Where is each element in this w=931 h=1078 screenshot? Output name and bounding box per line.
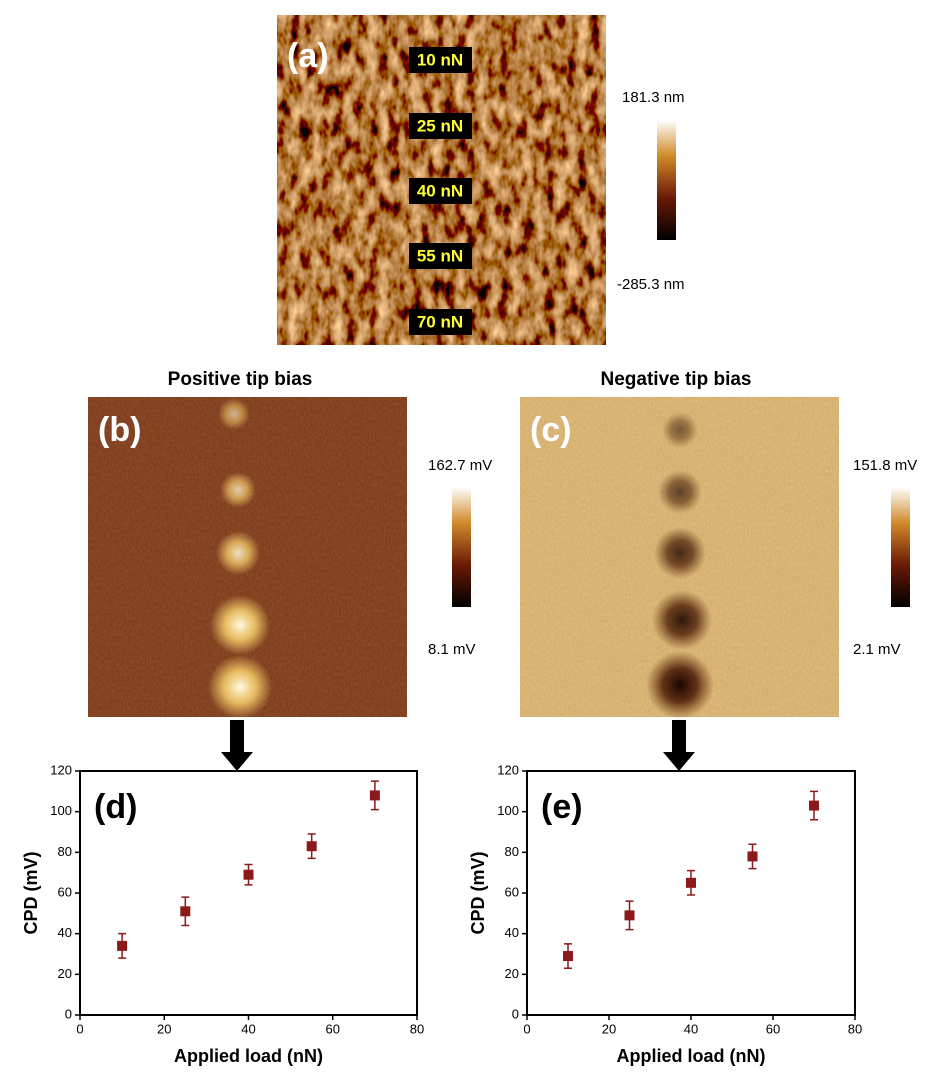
y-tick-label: 80 (58, 844, 72, 859)
colorbar (891, 487, 910, 607)
force-label: 25 nN (417, 116, 463, 135)
colorbar (452, 487, 471, 607)
scale-max: 151.8 mV (853, 457, 917, 474)
force-label-box (409, 243, 472, 269)
x-tick-label: 60 (326, 1021, 340, 1036)
x-tick-label: 0 (76, 1021, 83, 1036)
panel-label: (b) (98, 411, 141, 449)
x-axis-label: Applied load (nN) (174, 1046, 323, 1066)
force-label: 55 nN (417, 246, 463, 265)
panel-label: (c) (530, 411, 572, 449)
y-tick-label: 120 (497, 762, 519, 777)
force-label-box (409, 309, 472, 335)
panel-label: (a) (287, 37, 329, 75)
spot (652, 590, 712, 650)
scale-max: 181.3 nm (622, 89, 685, 106)
force-label: 40 nN (417, 181, 463, 200)
spot (220, 472, 256, 508)
y-tick-label: 60 (505, 884, 519, 899)
spot (210, 595, 270, 655)
force-label-box (409, 113, 472, 139)
y-tick-label: 40 (505, 925, 519, 940)
spot (654, 527, 706, 579)
scale-min: 2.1 mV (853, 641, 901, 658)
y-tick-label: 80 (505, 844, 519, 859)
arrow (663, 720, 695, 771)
spot (646, 651, 714, 719)
panel-title: Negative tip bias (601, 369, 752, 390)
colorbar (657, 120, 676, 240)
panel-label: (e) (541, 788, 583, 826)
spot (216, 531, 260, 575)
x-tick-label: 20 (602, 1021, 616, 1036)
y-axis-label: CPD (mV) (21, 851, 41, 934)
x-tick-label: 80 (848, 1021, 862, 1036)
spot (662, 412, 698, 448)
force-label: 70 nN (417, 312, 463, 331)
scale-min: -285.3 nm (617, 276, 685, 293)
y-tick-label: 60 (58, 884, 72, 899)
x-axis-label: Applied load (nN) (617, 1046, 766, 1066)
y-tick-label: 20 (505, 966, 519, 981)
y-tick-label: 0 (512, 1006, 519, 1021)
data-point (563, 951, 573, 962)
x-tick-label: 0 (523, 1021, 530, 1036)
y-tick-label: 20 (58, 966, 72, 981)
scale-max: 162.7 mV (428, 457, 492, 474)
force-label-box (409, 47, 472, 73)
spot (218, 398, 250, 430)
panel-title: Positive tip bias (168, 369, 313, 390)
y-tick-label: 120 (50, 762, 72, 777)
data-point (117, 940, 128, 951)
force-label: 10 nN (417, 50, 463, 69)
data-point (809, 800, 819, 811)
x-tick-label: 80 (410, 1021, 424, 1036)
x-tick-label: 40 (241, 1021, 255, 1036)
data-point (180, 906, 191, 917)
y-tick-label: 0 (65, 1006, 72, 1021)
x-tick-label: 20 (157, 1021, 171, 1036)
force-label-box (409, 178, 472, 204)
data-point (243, 869, 254, 880)
x-tick-label: 40 (684, 1021, 698, 1036)
x-tick-label: 60 (766, 1021, 780, 1036)
data-point (306, 841, 317, 852)
y-tick-label: 100 (497, 803, 519, 818)
data-point (686, 877, 696, 888)
data-point (747, 851, 758, 862)
spot (658, 470, 702, 514)
y-tick-label: 100 (50, 803, 72, 818)
spot (208, 655, 272, 719)
data-point (369, 790, 380, 801)
y-tick-label: 40 (58, 925, 72, 940)
y-axis-label: CPD (mV) (468, 851, 488, 934)
scale-min: 8.1 mV (428, 641, 476, 658)
panel-label: (d) (94, 788, 137, 826)
arrow (221, 720, 253, 771)
data-point (624, 910, 635, 921)
